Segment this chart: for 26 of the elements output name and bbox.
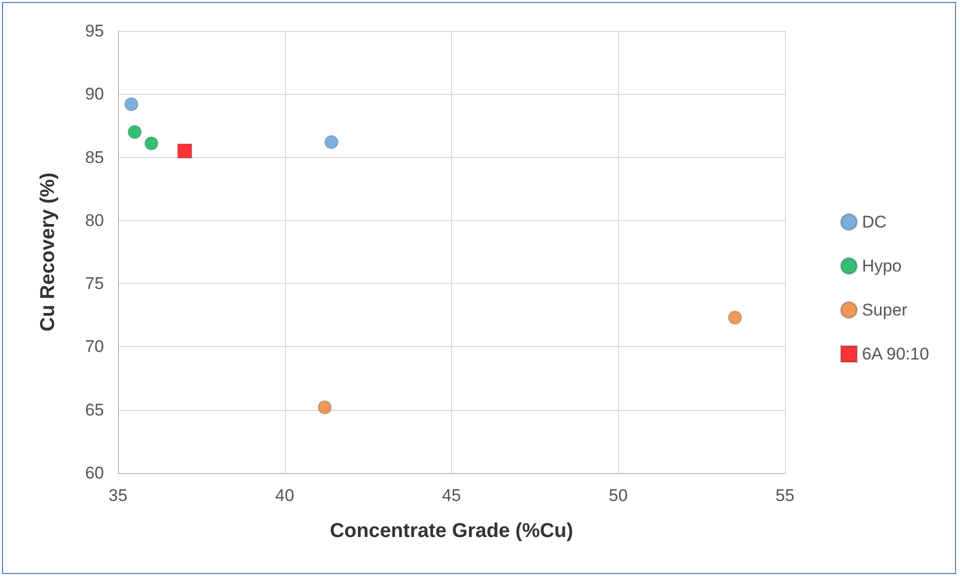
- x-tick-label: 50: [608, 486, 628, 505]
- point: [128, 125, 142, 140]
- y-tick-label: 75: [85, 274, 104, 294]
- point: [324, 135, 338, 150]
- point: [177, 143, 192, 158]
- legend-label: DC: [862, 212, 887, 232]
- legend-label: Super: [862, 300, 908, 320]
- point: [728, 310, 742, 325]
- y-tick-label: 70: [85, 337, 104, 356]
- y-axis-title: Cu Recovery (%): [37, 172, 59, 332]
- y-tick-label: 85: [85, 148, 104, 167]
- x-tick-label: 40: [275, 486, 294, 505]
- y-tick-label: 80: [85, 210, 104, 230]
- x-tick-label: 45: [442, 486, 461, 505]
- point: [144, 136, 158, 150]
- legend-label: Hypo: [862, 256, 902, 276]
- y-tick-label: 60: [85, 464, 104, 482]
- y-tick-label: 95: [85, 22, 104, 40]
- x-tick-label: 35: [108, 486, 128, 505]
- y-tick-label: 65: [85, 400, 104, 420]
- y-tick-label: 90: [85, 84, 104, 104]
- x-axis-title: Concentrate Grade (%Cu): [330, 520, 574, 542]
- x-tick-label: 55: [776, 486, 794, 505]
- point: [124, 97, 138, 112]
- legend-label: 6A 90:10: [862, 344, 930, 364]
- point: [318, 400, 332, 414]
